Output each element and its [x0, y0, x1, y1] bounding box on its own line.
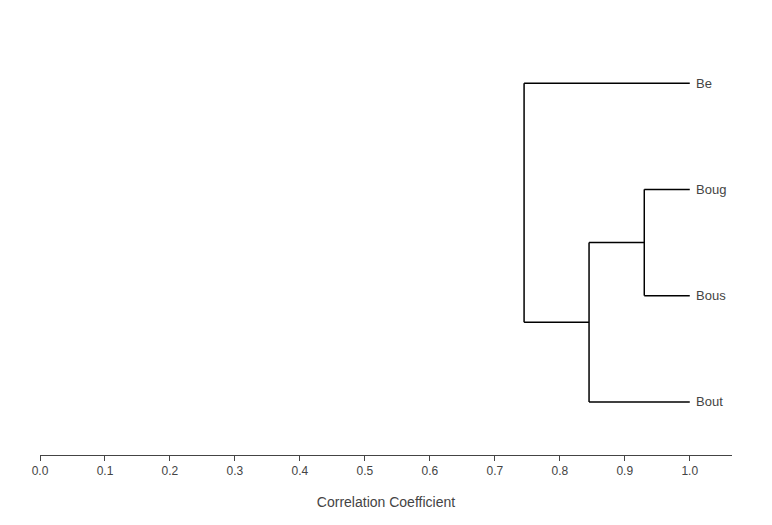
svg-text:0.0: 0.0 — [32, 464, 49, 478]
svg-text:0.7: 0.7 — [486, 464, 503, 478]
svg-text:1.0: 1.0 — [681, 464, 698, 478]
svg-text:Bous: Bous — [696, 288, 726, 303]
svg-text:0.6: 0.6 — [422, 464, 439, 478]
svg-text:Be: Be — [696, 76, 712, 91]
svg-text:Bout: Bout — [696, 394, 723, 409]
svg-text:0.1: 0.1 — [97, 464, 114, 478]
svg-text:0.2: 0.2 — [162, 464, 179, 478]
svg-text:0.4: 0.4 — [292, 464, 309, 478]
svg-text:Correlation Coefficient: Correlation Coefficient — [317, 494, 455, 510]
svg-text:Boug: Boug — [696, 182, 726, 197]
svg-text:0.8: 0.8 — [551, 464, 568, 478]
svg-text:0.3: 0.3 — [227, 464, 244, 478]
svg-text:0.5: 0.5 — [357, 464, 374, 478]
svg-text:0.9: 0.9 — [616, 464, 633, 478]
